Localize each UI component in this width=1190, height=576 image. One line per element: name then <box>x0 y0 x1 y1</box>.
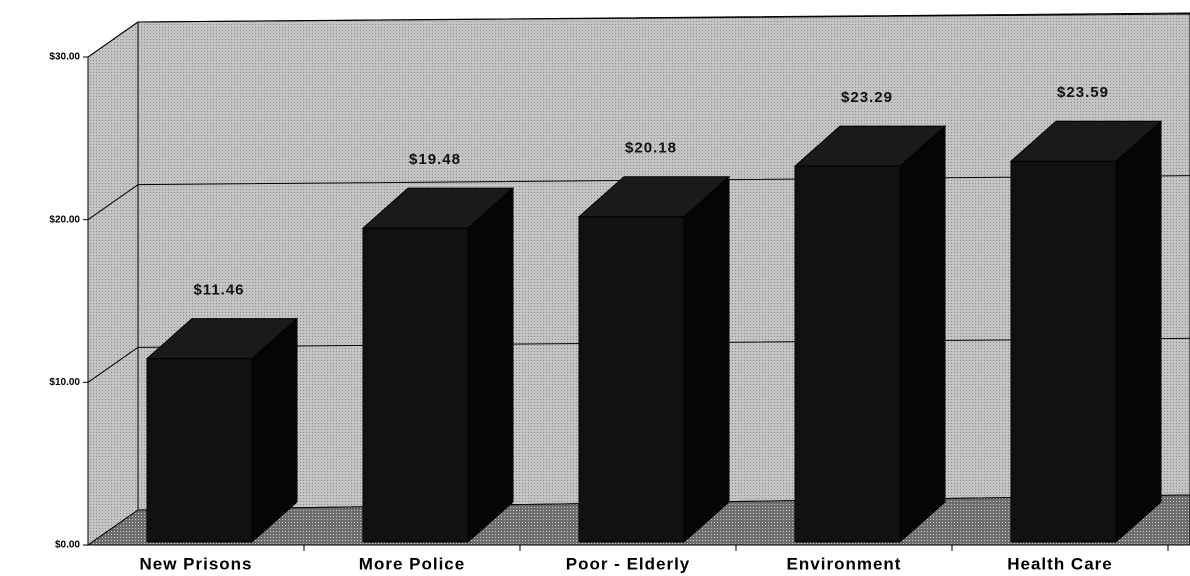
y-tick-label: $20.00 <box>49 214 80 225</box>
bar-face <box>467 187 514 544</box>
bar-face <box>899 125 946 544</box>
grid-line <box>87 12 1190 58</box>
value-label: $11.46 <box>193 282 244 299</box>
x-tick-label: Health Care <box>1007 554 1112 573</box>
bar-face <box>794 165 901 543</box>
side-wall <box>87 21 139 546</box>
x-tick-label: Poor - Elderly <box>566 554 691 573</box>
y-tick-label: $10.00 <box>49 377 80 388</box>
bar-face <box>578 216 685 543</box>
bar <box>793 125 947 544</box>
bar <box>1009 120 1163 544</box>
y-tick-label: $0.00 <box>55 540 80 551</box>
bar <box>577 175 731 544</box>
x-tick-label: Environment <box>787 554 902 573</box>
bar <box>361 187 515 544</box>
bar-face <box>1010 160 1117 543</box>
bar-face <box>683 175 730 544</box>
bar-face <box>362 227 469 543</box>
value-label: $19.48 <box>409 151 461 168</box>
value-label: $20.18 <box>625 140 677 157</box>
bar <box>145 317 299 544</box>
bar-face <box>146 358 253 543</box>
x-tick-label: New Prisons <box>139 554 252 573</box>
x-tick-label: More Police <box>359 554 465 573</box>
bar-face <box>1115 120 1162 544</box>
value-label: $23.59 <box>1057 84 1109 101</box>
y-tick-label: $30.00 <box>49 52 80 63</box>
value-label: $23.29 <box>841 89 893 106</box>
